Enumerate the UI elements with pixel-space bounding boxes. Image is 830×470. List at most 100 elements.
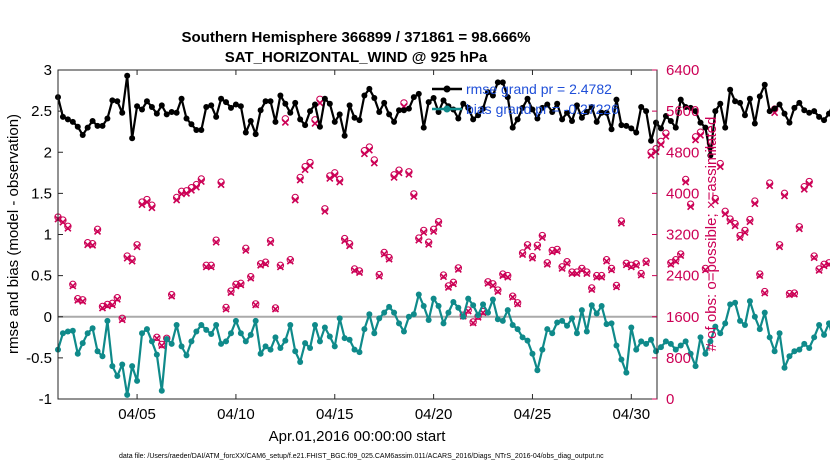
- rmse-point: [470, 116, 477, 123]
- obs-assimilated-point: [212, 238, 220, 246]
- rmse-point: [667, 117, 674, 124]
- bias-point: [593, 310, 600, 317]
- obs-possible-point: [508, 292, 517, 300]
- bias-point: [425, 317, 432, 324]
- obs-assimilated-point: [672, 257, 680, 265]
- bias-point: [366, 311, 373, 318]
- obs-assimilated-point: [642, 259, 650, 267]
- bias-point: [341, 335, 348, 342]
- y-axis-label: rmse and bias (model - observation): [5, 114, 22, 354]
- obs-assimilated-point: [558, 264, 566, 272]
- rmse-point: [583, 108, 590, 115]
- y-tick-label: 2.5: [31, 103, 52, 120]
- obs-assimilated-point: [790, 290, 798, 298]
- rmse-point: [282, 100, 289, 107]
- obs-assimilated-point: [296, 176, 304, 184]
- chart-title-line1: Southern Hemisphere 366899 / 371861 = 98…: [182, 29, 531, 46]
- obs-assimilated-point: [746, 218, 754, 226]
- obs-possible-point: [340, 234, 349, 243]
- bias-point: [796, 346, 803, 353]
- obs-assimilated-point: [182, 189, 191, 197]
- bias-point: [751, 313, 758, 320]
- bias-point: [697, 334, 704, 341]
- y-tick-label: -0.5: [26, 350, 52, 367]
- bias-point: [302, 340, 309, 347]
- obs-possible-point: [355, 267, 364, 275]
- obs-assimilated-point: [321, 207, 329, 215]
- rmse-point: [440, 97, 447, 104]
- obs-possible-point: [810, 252, 818, 260]
- obs-assimilated-point: [227, 289, 235, 297]
- bias-point: [524, 337, 531, 344]
- rmse-point: [223, 99, 230, 106]
- bias-point: [598, 303, 605, 310]
- obs-assimilated-point: [696, 131, 705, 139]
- y2-tick-label: 800: [666, 350, 691, 367]
- bias-point: [638, 338, 645, 345]
- y-tick-label: 2: [44, 144, 52, 161]
- obs-assimilated-point: [365, 146, 373, 154]
- bias-point: [465, 295, 472, 302]
- obs-possible-point: [212, 236, 220, 244]
- bias-point: [129, 363, 136, 370]
- rmse-point: [746, 95, 753, 102]
- obs-assimilated-point: [271, 305, 280, 313]
- obs-assimilated-point: [306, 162, 314, 170]
- obs-assimilated-point: [489, 281, 497, 289]
- bias-point: [158, 387, 165, 394]
- bias-point: [84, 330, 91, 337]
- rmse-point: [183, 115, 190, 122]
- obs-possible-point: [538, 231, 547, 240]
- obs-possible-point: [548, 246, 556, 255]
- bias-point: [746, 298, 753, 305]
- rmse-point: [99, 122, 106, 129]
- bias-point: [653, 348, 660, 355]
- bias-point: [628, 324, 635, 331]
- obs-possible-point: [513, 299, 522, 307]
- obs-possible-point: [69, 280, 77, 289]
- bias-point: [549, 330, 556, 337]
- obs-assimilated-point: [514, 300, 522, 308]
- rmse-point: [262, 98, 269, 105]
- bias-point: [99, 353, 106, 360]
- obs-possible-point: [385, 253, 393, 262]
- bias-point: [484, 309, 491, 316]
- bias-point: [445, 309, 452, 316]
- y2-tick-label: 3200: [666, 227, 699, 244]
- obs-assimilated-point: [612, 283, 621, 291]
- obs-possible-point: [158, 340, 166, 349]
- rmse-point: [514, 116, 521, 123]
- bias-point: [183, 352, 190, 359]
- rmse-point: [386, 111, 393, 118]
- obs-assimilated-point: [217, 181, 225, 189]
- obs-possible-point: [247, 272, 255, 281]
- rmse-point: [420, 124, 427, 131]
- rmse-point: [811, 108, 818, 115]
- obs-possible-point: [785, 289, 794, 298]
- bias-point: [287, 321, 294, 328]
- obs-possible-point: [64, 222, 72, 230]
- rmse-point: [277, 92, 284, 99]
- rmse-point: [400, 107, 407, 114]
- bias-point: [64, 328, 71, 335]
- obs-possible-point: [741, 226, 749, 235]
- bias-point: [578, 307, 585, 314]
- obs-assimilated-point: [123, 254, 131, 262]
- bias-point: [568, 315, 575, 322]
- rmse-point: [509, 124, 516, 131]
- rmse-point: [153, 110, 160, 117]
- y-tick-label: -1: [39, 391, 52, 408]
- rmse-point: [292, 99, 299, 106]
- rmse-point: [163, 111, 170, 118]
- obs-possible-point: [701, 264, 710, 273]
- obs-possible-point: [504, 271, 512, 280]
- bias-point: [677, 342, 684, 349]
- rmse-point: [608, 126, 615, 133]
- bias-point: [766, 334, 773, 341]
- obs-assimilated-point: [118, 316, 126, 324]
- obs-assimilated-point: [281, 118, 289, 126]
- obs-possible-point: [627, 261, 636, 270]
- rmse-point: [257, 107, 264, 114]
- obs-assimilated-point: [454, 265, 462, 274]
- rmse-point: [475, 112, 482, 119]
